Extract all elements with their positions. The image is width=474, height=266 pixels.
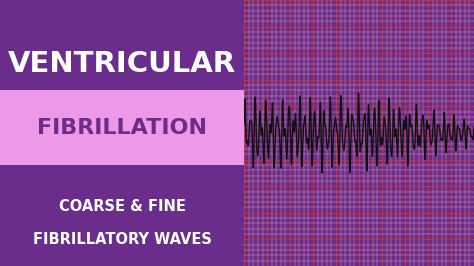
Text: VENTRICULAR: VENTRICULAR (8, 50, 236, 78)
Text: FIBRILLATORY WAVES: FIBRILLATORY WAVES (33, 232, 211, 247)
Bar (0, 90, 244, 165)
Text: COARSE & FINE: COARSE & FINE (59, 199, 185, 214)
Text: FIBRILLATION: FIBRILLATION (37, 118, 207, 138)
